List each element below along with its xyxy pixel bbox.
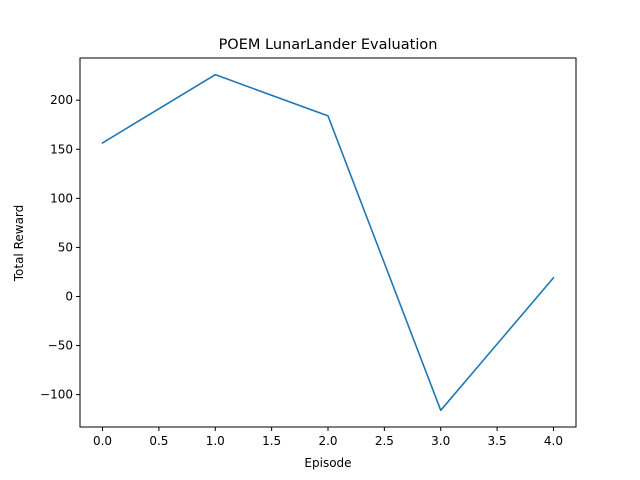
x-tick-label: 0.0 <box>93 434 112 448</box>
x-tick-label: 4.0 <box>544 434 563 448</box>
y-tick-label: −100 <box>40 388 73 402</box>
y-tick-label: 50 <box>58 240 73 254</box>
y-tick-label: 100 <box>50 191 73 205</box>
x-axis-label: Episode <box>304 456 351 470</box>
x-tick-label: 2.0 <box>318 434 337 448</box>
chart-title: POEM LunarLander Evaluation <box>219 37 438 53</box>
y-tick-label: 150 <box>50 142 73 156</box>
x-tick-label: 3.5 <box>488 434 507 448</box>
x-tick-label: 1.5 <box>262 434 281 448</box>
y-axis-label: Total Reward <box>12 205 26 283</box>
y-axis: −100 −50 0 50 100 150 200 <box>40 93 80 402</box>
x-tick-label: 1.0 <box>206 434 225 448</box>
x-axis: 0.0 0.5 1.0 1.5 2.0 2.5 3.0 3.5 4.0 <box>93 427 563 448</box>
x-tick-label: 0.5 <box>149 434 168 448</box>
plot-area <box>101 73 555 412</box>
series-line <box>101 73 555 412</box>
y-tick-label: 0 <box>65 289 73 303</box>
y-tick-label: 200 <box>50 93 73 107</box>
y-tick-label: −50 <box>48 339 73 353</box>
x-tick-label: 3.0 <box>431 434 450 448</box>
x-tick-label: 2.5 <box>375 434 394 448</box>
